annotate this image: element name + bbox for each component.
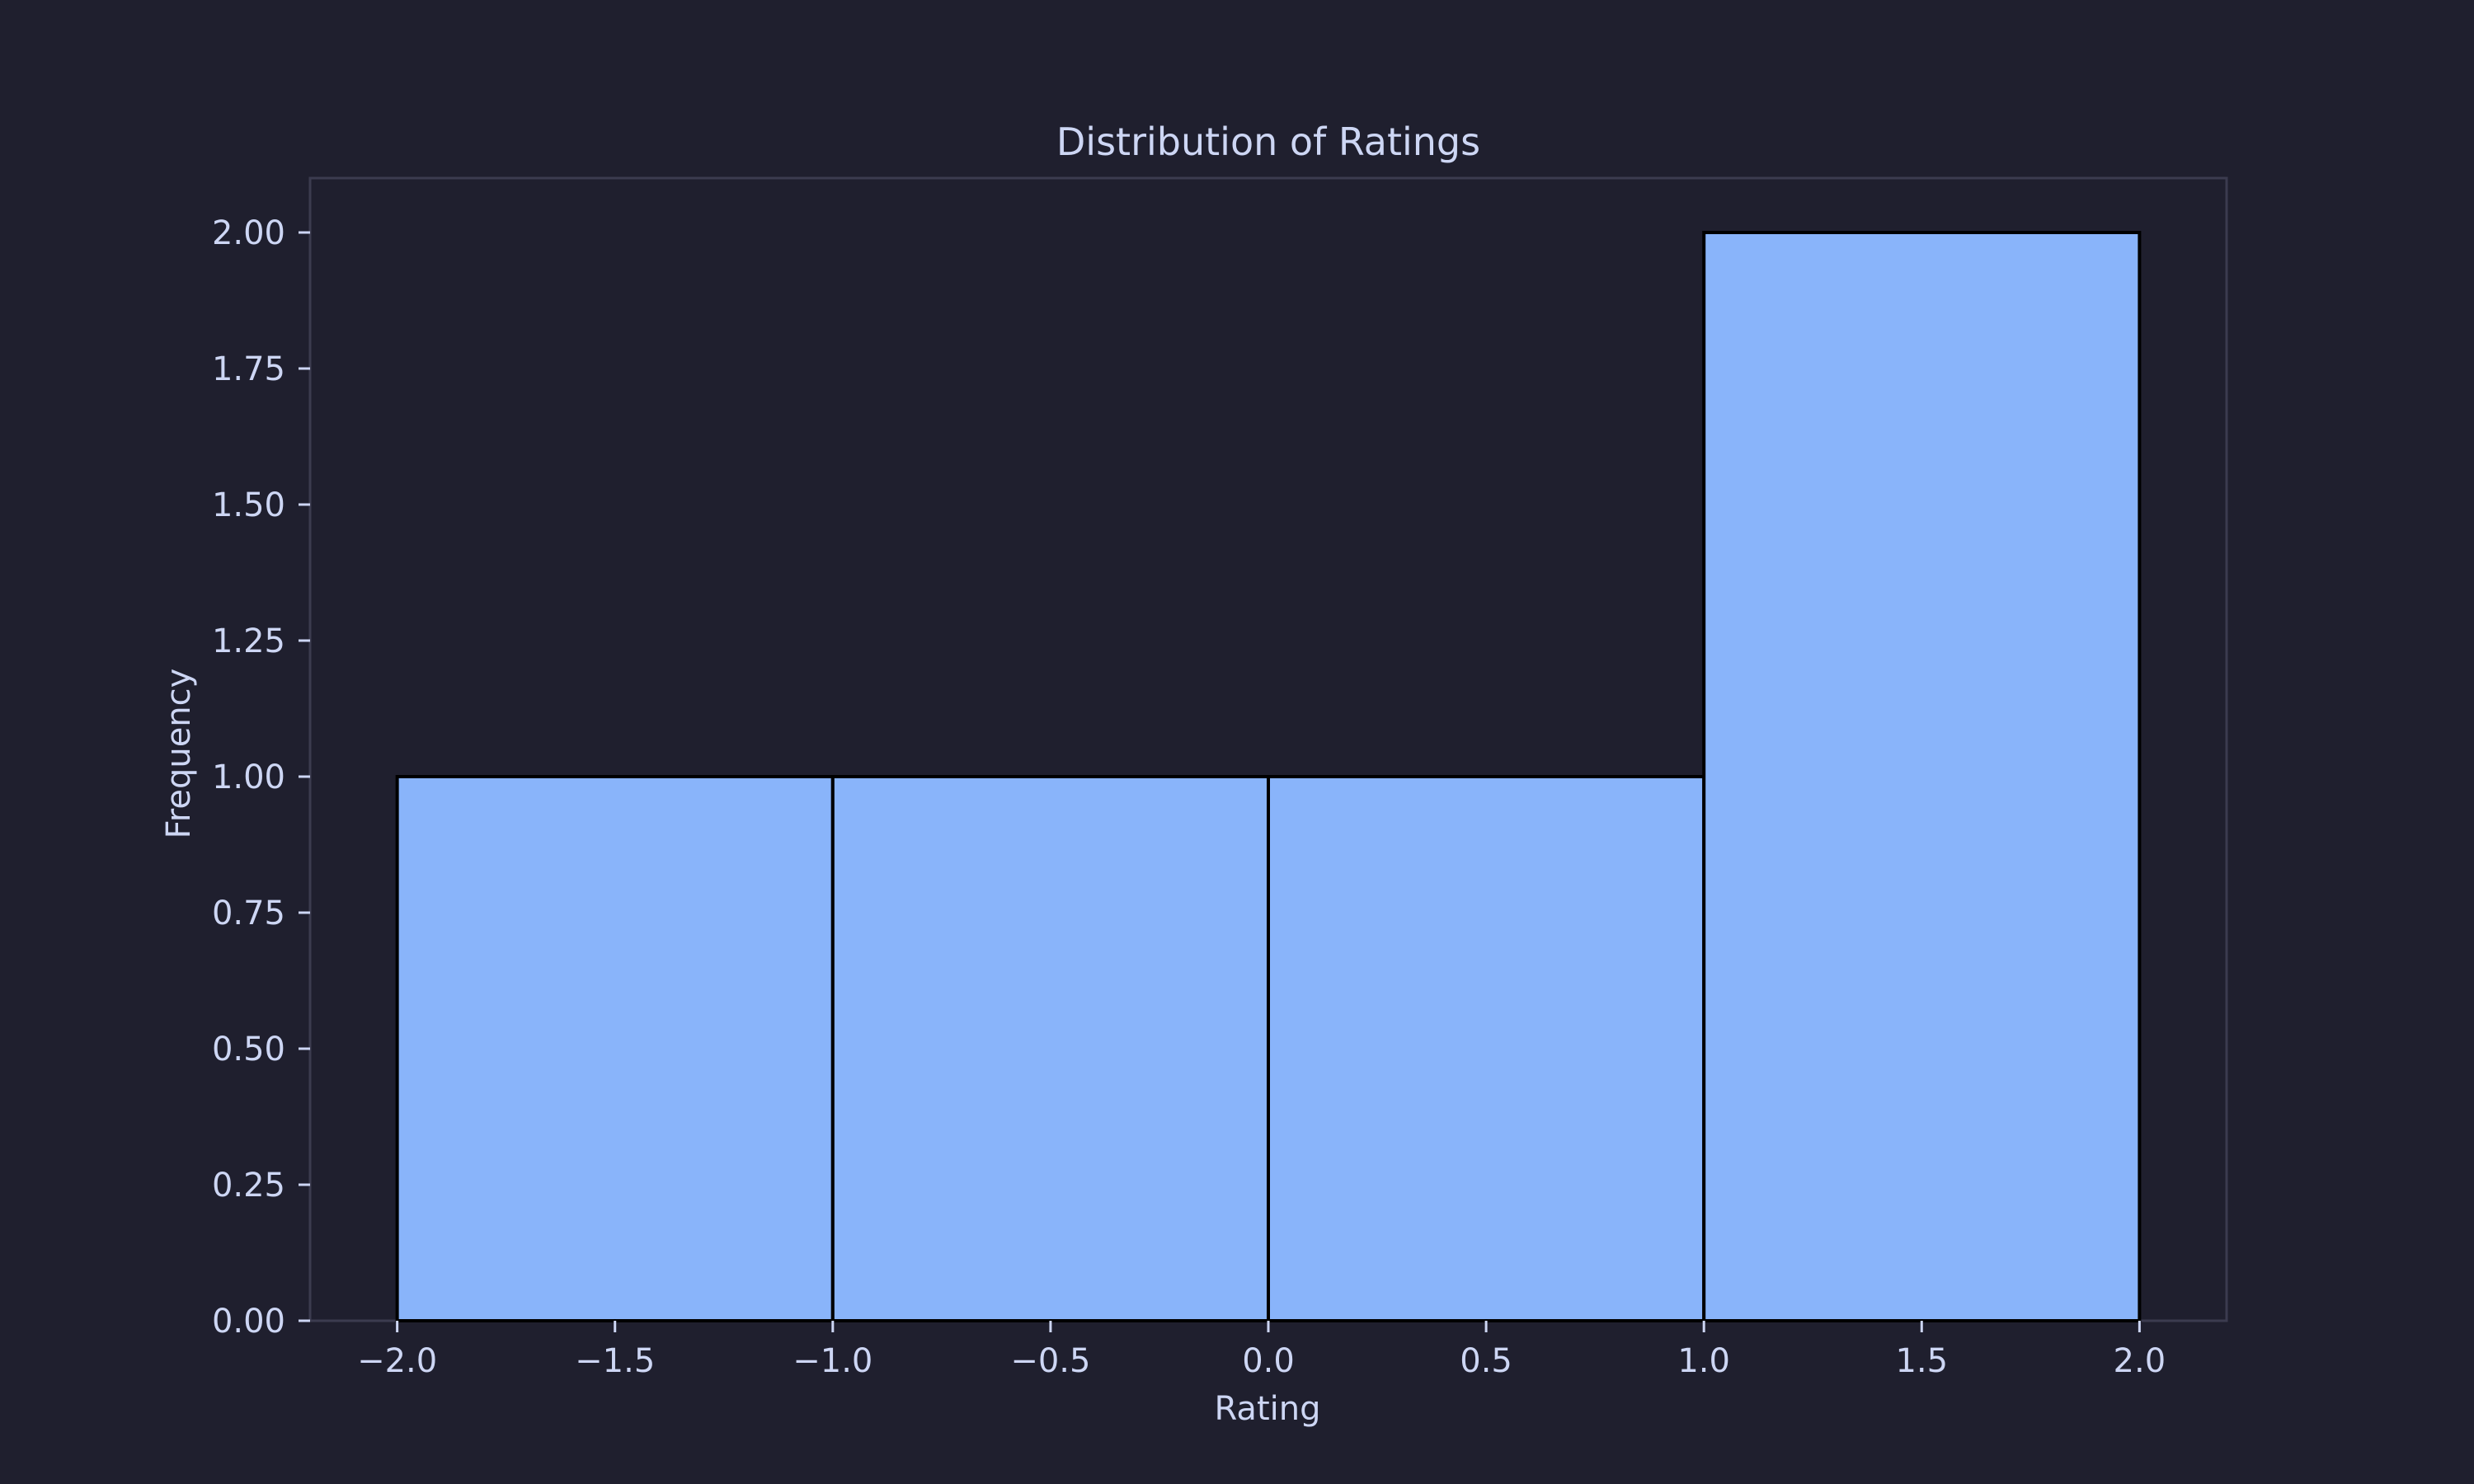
histogram-bar bbox=[395, 775, 835, 1322]
x-tick-label: 0.0 bbox=[1242, 1342, 1295, 1380]
y-tick-label: 1.50 bbox=[212, 486, 285, 524]
histogram-bar bbox=[1702, 231, 2142, 1322]
histogram-bar bbox=[1267, 775, 1706, 1322]
y-tick-label: 1.75 bbox=[212, 350, 285, 388]
x-tick-label: −2.0 bbox=[357, 1342, 437, 1380]
y-tick-label: 1.00 bbox=[212, 758, 285, 796]
x-tick-label: −1.5 bbox=[575, 1342, 655, 1380]
x-tick-label: −1.0 bbox=[793, 1342, 872, 1380]
y-tick-label: 0.25 bbox=[212, 1167, 285, 1205]
bars-group bbox=[395, 231, 2142, 1322]
y-tick-label: 0.50 bbox=[212, 1031, 285, 1068]
y-tick-label: 2.00 bbox=[212, 214, 285, 252]
x-tick-label: 0.5 bbox=[1460, 1342, 1512, 1380]
x-axis: −2.0 −1.5 −1.0 −0.5 0.0 0.5 1.0 1.5 2.0 bbox=[357, 1321, 2166, 1380]
x-axis-label: Rating bbox=[1215, 1390, 1321, 1428]
y-axis: 0.00 0.25 0.50 0.75 1.00 1.25 1.50 1.75 2.00 bbox=[212, 214, 310, 1341]
y-axis-label: Frequency bbox=[160, 669, 198, 839]
x-tick-label: 1.5 bbox=[1895, 1342, 1948, 1380]
y-tick-label: 0.00 bbox=[212, 1303, 285, 1341]
y-tick-label: 0.75 bbox=[212, 895, 285, 932]
x-tick-label: 1.0 bbox=[1677, 1342, 1730, 1380]
histogram-bar bbox=[830, 775, 1270, 1322]
y-tick-label: 1.25 bbox=[212, 622, 285, 660]
x-tick-label: 2.0 bbox=[2114, 1342, 2166, 1380]
chart-title: Distribution of Ratings bbox=[1056, 120, 1480, 164]
x-tick-label: −0.5 bbox=[1010, 1342, 1090, 1380]
